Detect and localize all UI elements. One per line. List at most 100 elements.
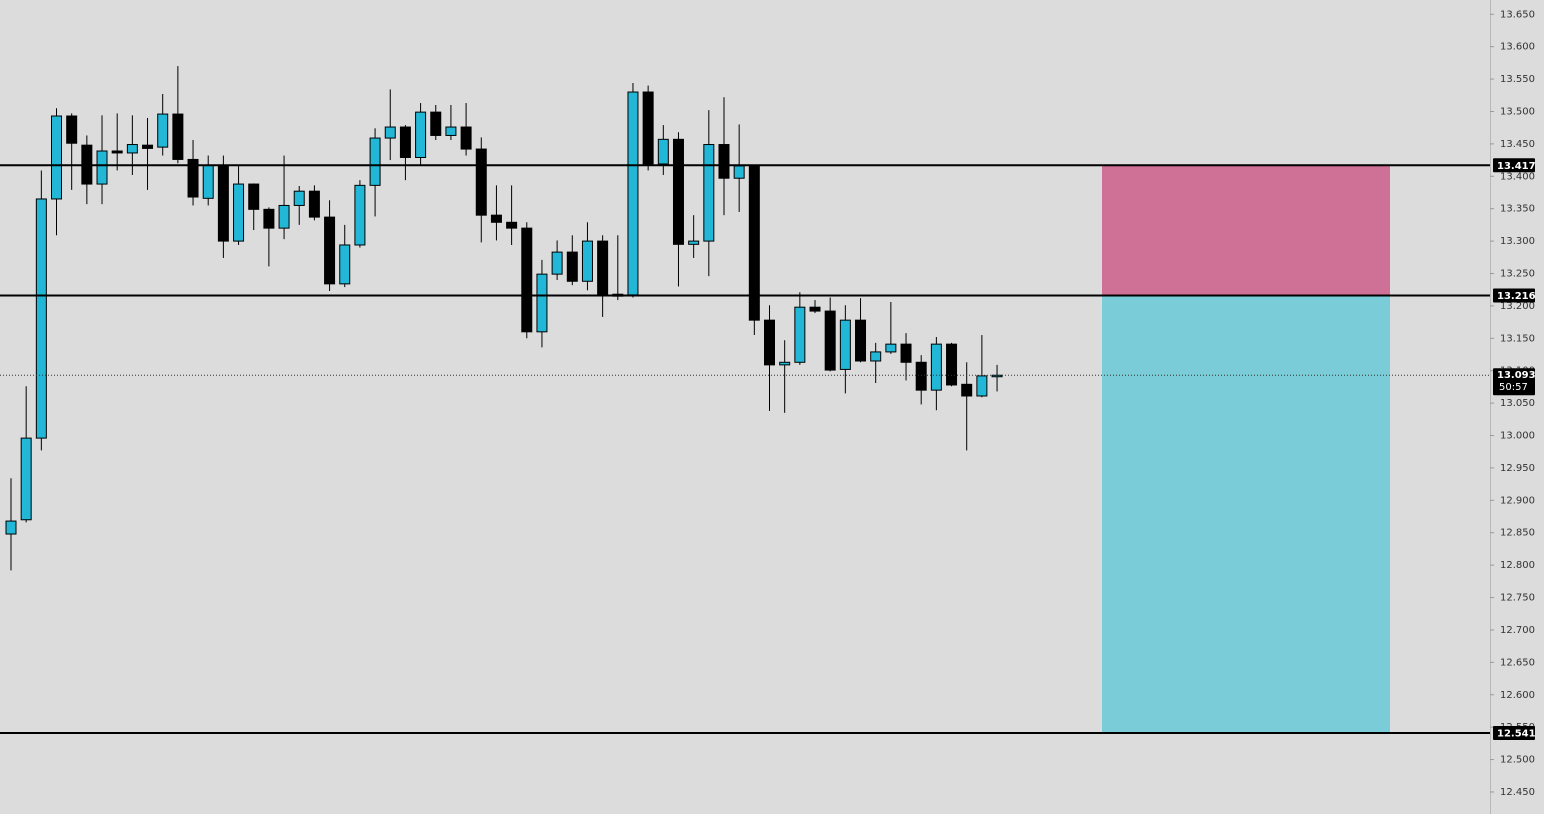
candle-body bbox=[66, 115, 78, 144]
candle-body bbox=[172, 113, 184, 160]
candle-body bbox=[900, 343, 912, 363]
candle-body bbox=[369, 137, 381, 186]
candle-body bbox=[399, 126, 411, 158]
candle-body bbox=[536, 273, 548, 333]
candle-body bbox=[657, 138, 669, 165]
position-zone bbox=[1102, 295, 1390, 733]
candle-body bbox=[475, 148, 487, 216]
candle-body bbox=[521, 227, 533, 333]
candle-body bbox=[961, 383, 973, 397]
level-label-box bbox=[1493, 158, 1535, 173]
y-tick-label: 13.150 bbox=[1500, 333, 1535, 344]
candle-body bbox=[976, 375, 988, 397]
candle-body bbox=[855, 319, 867, 362]
candle-body bbox=[308, 190, 320, 218]
y-tick-label: 12.800 bbox=[1500, 560, 1535, 571]
candle-body bbox=[384, 126, 396, 139]
level-label: 13.417 bbox=[1497, 161, 1536, 172]
candle-body bbox=[126, 144, 138, 154]
y-tick-label: 12.600 bbox=[1500, 690, 1535, 701]
candle-body bbox=[551, 251, 563, 275]
y-tick-label: 13.000 bbox=[1500, 431, 1535, 442]
candle-body bbox=[870, 351, 882, 362]
y-tick-label: 13.600 bbox=[1500, 42, 1535, 53]
y-tick-label: 13.500 bbox=[1500, 106, 1535, 117]
candle-body bbox=[278, 204, 290, 229]
candle-body bbox=[824, 310, 836, 371]
y-tick-label: 13.350 bbox=[1500, 204, 1535, 215]
candle-body bbox=[142, 144, 154, 149]
candle-body bbox=[506, 221, 518, 229]
candle-body bbox=[339, 244, 351, 285]
candle-body bbox=[839, 319, 851, 370]
y-tick-label: 12.450 bbox=[1500, 787, 1535, 798]
candle-body bbox=[430, 111, 442, 136]
candle-body bbox=[718, 144, 730, 179]
candle-body bbox=[566, 251, 578, 282]
candle-body bbox=[703, 144, 715, 242]
y-tick-label: 13.300 bbox=[1500, 236, 1535, 247]
candle-body bbox=[187, 158, 199, 198]
level-label-box bbox=[1493, 288, 1535, 303]
y-tick-label: 13.650 bbox=[1500, 9, 1535, 20]
y-tick-label: 13.200 bbox=[1500, 301, 1535, 312]
candle-body bbox=[111, 150, 123, 154]
candle-body bbox=[733, 165, 745, 179]
candle-body bbox=[581, 240, 593, 282]
candle-body bbox=[217, 164, 229, 242]
candle-body bbox=[930, 343, 942, 391]
current-price-label: 13.093 bbox=[1497, 370, 1536, 381]
candle-body bbox=[688, 240, 700, 245]
candle-body bbox=[885, 343, 897, 353]
y-tick-label: 13.450 bbox=[1500, 139, 1535, 150]
y-tick-label: 13.550 bbox=[1500, 74, 1535, 85]
countdown-label: 50:57 bbox=[1499, 382, 1528, 393]
candle-body bbox=[946, 343, 958, 386]
candle-body bbox=[490, 214, 502, 223]
y-tick-label: 13.050 bbox=[1500, 398, 1535, 409]
y-tick-label: 12.850 bbox=[1500, 528, 1535, 539]
candle-body bbox=[415, 111, 427, 158]
candle-body bbox=[248, 183, 260, 210]
candle-body bbox=[460, 126, 472, 150]
candle-body bbox=[642, 91, 654, 165]
candle-body bbox=[764, 319, 775, 366]
candle-body bbox=[51, 115, 63, 200]
candle-body bbox=[748, 164, 760, 321]
y-tick-label: 12.500 bbox=[1500, 755, 1535, 766]
candle-body bbox=[794, 306, 806, 363]
y-tick-label: 12.650 bbox=[1500, 657, 1535, 668]
candle-body bbox=[20, 437, 32, 521]
candle-body bbox=[809, 306, 821, 312]
y-tick-label: 12.700 bbox=[1500, 625, 1535, 636]
candle-body bbox=[96, 150, 108, 185]
candle-body bbox=[597, 240, 609, 295]
candle-body bbox=[672, 138, 684, 245]
level-label: 13.216 bbox=[1497, 291, 1536, 302]
candle-body bbox=[263, 208, 275, 229]
candle-body bbox=[5, 520, 17, 535]
candle-body bbox=[324, 216, 336, 285]
y-tick-label: 12.750 bbox=[1500, 593, 1535, 604]
candle-body bbox=[202, 164, 214, 199]
level-label: 12.541 bbox=[1497, 728, 1536, 739]
y-tick-label: 12.950 bbox=[1500, 463, 1535, 474]
y-tick-label: 13.250 bbox=[1500, 268, 1535, 279]
current-price-box bbox=[1493, 368, 1535, 396]
candle-body bbox=[915, 361, 927, 391]
candle-body bbox=[233, 183, 245, 242]
candle-body bbox=[293, 190, 305, 206]
y-tick-label: 12.900 bbox=[1500, 495, 1535, 506]
candle-body bbox=[991, 374, 1003, 378]
candle-body bbox=[445, 126, 457, 136]
candle-body bbox=[157, 113, 169, 148]
candle-body bbox=[354, 184, 366, 246]
y-tick-label: 13.400 bbox=[1500, 171, 1535, 182]
level-label-box bbox=[1493, 725, 1535, 740]
candle-body bbox=[627, 91, 639, 296]
candle-body bbox=[35, 198, 47, 439]
candle-body bbox=[779, 361, 791, 366]
position-zone bbox=[1102, 165, 1390, 296]
